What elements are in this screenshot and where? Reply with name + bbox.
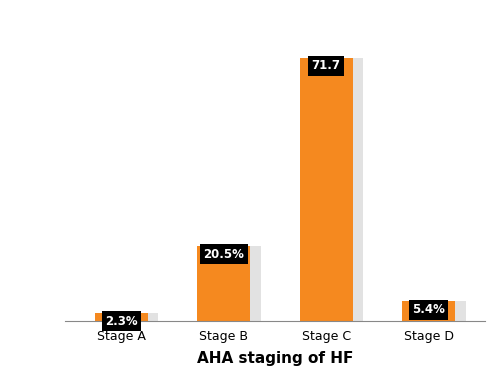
FancyBboxPatch shape — [412, 301, 466, 322]
X-axis label: AHA staging of HF: AHA staging of HF — [197, 351, 353, 366]
FancyBboxPatch shape — [208, 246, 260, 324]
FancyBboxPatch shape — [105, 313, 158, 322]
FancyBboxPatch shape — [310, 58, 363, 332]
Bar — [197, 246, 250, 321]
Bar — [402, 301, 456, 321]
Text: 5.4%: 5.4% — [412, 303, 445, 316]
Text: 71.7: 71.7 — [312, 60, 340, 72]
Text: 20.5%: 20.5% — [204, 248, 244, 261]
Bar — [94, 313, 148, 321]
Bar — [300, 58, 353, 321]
Text: 2.3%: 2.3% — [105, 315, 138, 327]
